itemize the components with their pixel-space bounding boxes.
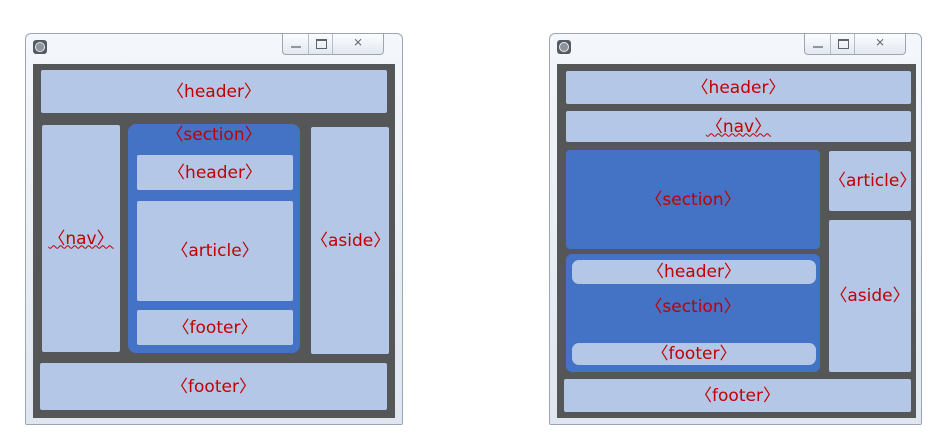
right-window: ⨯ 〈header〉 〈nav〉 〈section〉 〈article〉 〈he… bbox=[549, 33, 922, 425]
close-icon: ⨯ bbox=[352, 35, 364, 49]
left-header-box: 〈header〉 bbox=[41, 70, 387, 113]
left-section-box: 〈section〉 〈header〉 〈article〉 〈footer〉 bbox=[128, 124, 300, 353]
left-header-label: 〈header〉 bbox=[167, 81, 261, 102]
left-section-footer-box: 〈footer〉 bbox=[137, 310, 293, 345]
left-nav-label: 〈nav〉 bbox=[48, 228, 114, 249]
left-window: ⨯ 〈header〉 〈nav〉 〈section〉 〈header〉 〈art… bbox=[25, 33, 403, 425]
left-titlebar: ⨯ bbox=[26, 34, 402, 60]
right-section-top-box: 〈section〉 bbox=[566, 150, 820, 249]
maximize-button[interactable] bbox=[309, 34, 333, 54]
minimize-button[interactable] bbox=[283, 34, 309, 54]
close-button[interactable]: ⨯ bbox=[855, 34, 905, 54]
left-article-label: 〈article〉 bbox=[171, 241, 259, 261]
left-section-header-label: 〈header〉 bbox=[168, 162, 262, 183]
right-section-top-label: 〈section〉 bbox=[645, 189, 741, 210]
right-article-box: 〈article〉 bbox=[829, 151, 917, 211]
right-section-bottom-label: 〈section〉 bbox=[645, 297, 741, 317]
window-controls: ⨯ bbox=[282, 34, 384, 55]
left-article-box: 〈article〉 bbox=[137, 201, 293, 301]
right-section-bottom-header-box: 〈header〉 bbox=[572, 260, 816, 284]
right-article-label: 〈article〉 bbox=[829, 171, 917, 191]
right-footer-box: 〈footer〉 bbox=[564, 379, 911, 412]
app-icon[interactable] bbox=[33, 40, 47, 54]
window-controls: ⨯ bbox=[804, 34, 906, 55]
right-section-bottom-footer-box: 〈footer〉 bbox=[572, 343, 816, 365]
right-section-bottom-header-label: 〈header〉 bbox=[647, 262, 741, 282]
right-nav-label: 〈nav〉 bbox=[705, 116, 772, 137]
right-titlebar: ⨯ bbox=[550, 34, 921, 60]
left-aside-box: 〈aside〉 bbox=[311, 127, 391, 354]
close-icon: ⨯ bbox=[874, 35, 886, 49]
app-icon[interactable] bbox=[557, 40, 571, 54]
minimize-button[interactable] bbox=[805, 34, 831, 54]
left-section-header-box: 〈header〉 bbox=[137, 155, 293, 190]
left-footer-box: 〈footer〉 bbox=[40, 363, 387, 410]
right-aside-box: 〈aside〉 bbox=[829, 220, 911, 372]
left-section-label: 〈section〉 bbox=[166, 125, 262, 145]
right-nav-box: 〈nav〉 bbox=[566, 111, 911, 142]
right-footer-label: 〈footer〉 bbox=[695, 385, 780, 406]
left-section-footer-label: 〈footer〉 bbox=[172, 317, 258, 338]
right-header-label: 〈header〉 bbox=[691, 77, 786, 98]
left-client-area: 〈header〉 〈nav〉 〈section〉 〈header〉 〈artic… bbox=[33, 64, 395, 418]
left-aside-label: 〈aside〉 bbox=[311, 230, 391, 251]
left-nav-box: 〈nav〉 bbox=[42, 125, 120, 352]
right-section-bottom-box: 〈header〉 〈section〉 〈footer〉 bbox=[566, 254, 820, 372]
maximize-button[interactable] bbox=[831, 34, 855, 54]
left-footer-label: 〈footer〉 bbox=[171, 376, 256, 397]
right-header-box: 〈header〉 bbox=[566, 71, 911, 104]
close-button[interactable]: ⨯ bbox=[333, 34, 383, 54]
right-section-bottom-footer-label: 〈footer〉 bbox=[651, 344, 737, 364]
right-client-area: 〈header〉 〈nav〉 〈section〉 〈article〉 〈head… bbox=[557, 64, 916, 418]
right-aside-label: 〈aside〉 bbox=[830, 286, 910, 306]
